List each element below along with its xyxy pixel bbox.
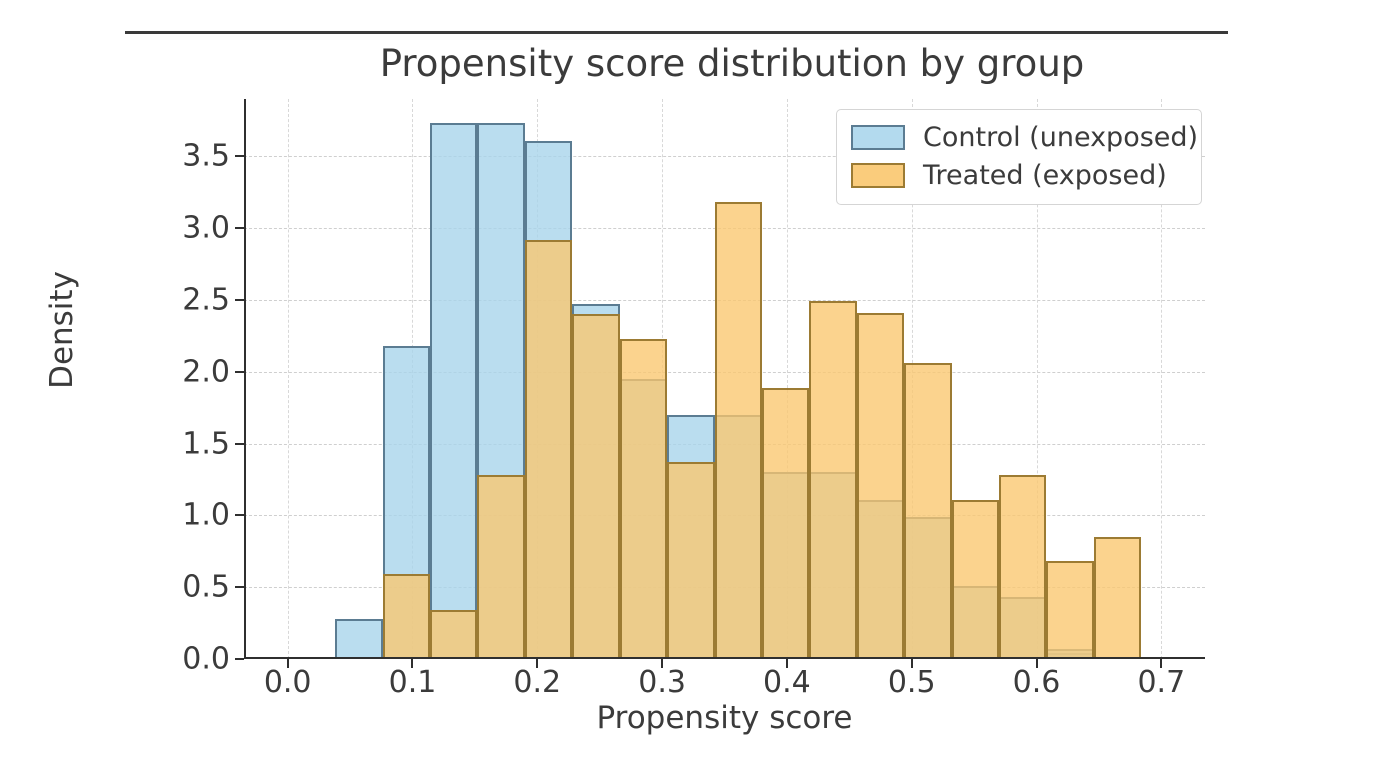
y-tick-mark [235, 370, 244, 373]
gridline-vertical [287, 99, 289, 659]
gridline-vertical [1161, 99, 1163, 659]
histogram-bar [1093, 536, 1142, 659]
histogram-bar [1046, 561, 1094, 659]
histogram-bar [999, 475, 1047, 659]
histogram-bar [335, 618, 383, 659]
x-tick-label: 0.1 [388, 665, 437, 700]
y-tick-mark [235, 658, 244, 660]
x-tick-label: 0.4 [763, 665, 811, 700]
histogram-bar [524, 239, 573, 659]
histogram-bar [904, 363, 952, 659]
x-tick-mark [411, 659, 414, 668]
y-axis-label: Density [44, 271, 80, 389]
y-tick-mark [235, 586, 244, 589]
x-tick-mark [785, 659, 788, 668]
histogram-bar [714, 202, 762, 659]
x-axis-label: Propensity score [596, 700, 853, 736]
legend-label-treated: Treated (exposed) [923, 159, 1167, 191]
legend-swatch-control-icon [851, 124, 905, 150]
x-tick-label: 0.0 [263, 665, 312, 700]
plot-area: 0.0 0.5 1.0 1.5 2.0 2.5 3.0 3.5 0.0 0.1 0.2 0.3 0.4… [182, 99, 1205, 700]
histogram-bar [619, 338, 668, 659]
legend-item-control: Control (unexposed) [851, 118, 1198, 156]
histogram-bar [572, 314, 620, 659]
y-tick-label: 1.5 [182, 426, 230, 462]
x-tick-label: 0.2 [513, 665, 562, 700]
histogram-bar [429, 123, 478, 659]
x-tick-label: 0.5 [887, 665, 936, 700]
y-tick-mark [235, 227, 244, 230]
histogram-bar [429, 610, 478, 659]
histogram-bar [667, 462, 715, 659]
x-tick-label: 0.3 [638, 665, 686, 700]
histogram-bar [856, 312, 905, 659]
y-axis-spine [244, 99, 246, 659]
x-tick-label: 0.7 [1137, 665, 1186, 700]
gridline-vertical [786, 99, 788, 659]
y-tick-mark [235, 299, 244, 302]
x-axis-spine [244, 657, 1205, 659]
y-tick-mark [235, 442, 244, 445]
x-tick-mark [661, 659, 664, 668]
y-tick-label: 0.0 [182, 641, 230, 677]
document-horizontal-rule [125, 31, 1228, 34]
legend-item-treated: Treated (exposed) [851, 156, 1187, 194]
legend-label-control: Control (unexposed) [923, 121, 1199, 153]
y-tick-label: 2.5 [182, 282, 230, 318]
gridline-horizontal [244, 156, 1205, 158]
histogram-bar [382, 574, 430, 659]
y-tick-label: 0.5 [182, 569, 230, 605]
plot-inner: 0.0 0.5 1.0 1.5 2.0 2.5 3.0 3.5 0.0 0.1 0.2 0.3 0.4… [182, 99, 1205, 700]
y-tick-mark [235, 155, 244, 158]
chart-title: Propensity score distribution by group [379, 42, 1085, 85]
x-tick-mark [910, 659, 913, 668]
x-tick-mark [1160, 659, 1163, 668]
histogram-bar [951, 499, 1000, 659]
y-tick-label: 3.0 [182, 210, 230, 246]
histogram-bar [477, 475, 525, 659]
gridline-vertical [1036, 99, 1038, 659]
y-tick-label: 1.0 [182, 497, 230, 533]
y-tick-label: 3.5 [182, 138, 230, 174]
x-tick-mark [536, 659, 539, 668]
x-tick-label: 0.6 [1012, 665, 1061, 700]
x-tick-mark [286, 659, 289, 668]
y-tick-label: 2.0 [182, 354, 230, 390]
chart-legend: Control (unexposed) Treated (exposed) [836, 109, 1202, 205]
y-tick-mark [235, 514, 244, 517]
histogram-bar [761, 387, 810, 659]
x-tick-mark [1035, 659, 1038, 668]
histogram-bar [809, 301, 857, 659]
legend-swatch-treated-icon [851, 162, 905, 188]
